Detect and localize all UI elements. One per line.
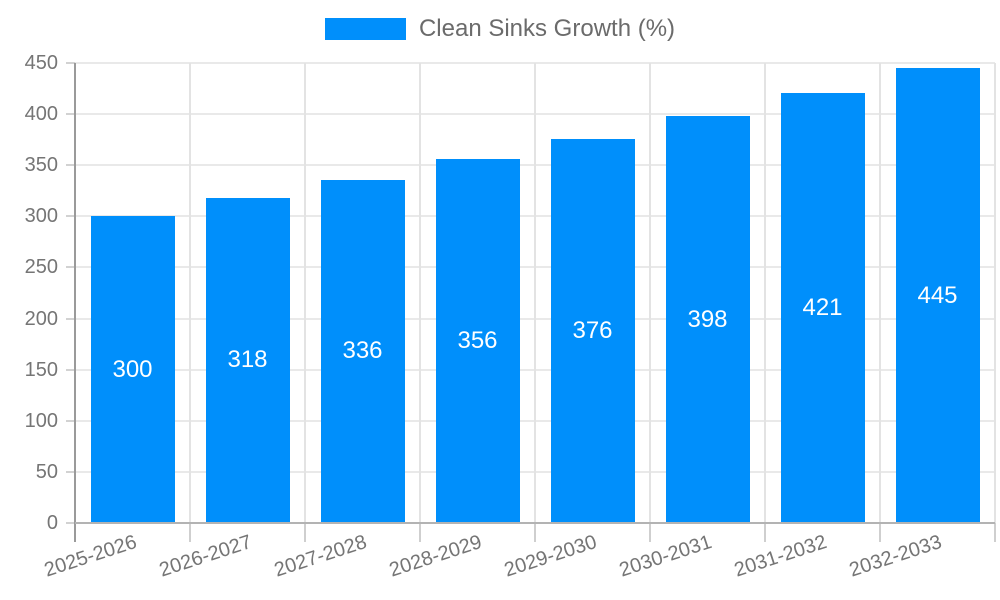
x-axis-tick: [649, 523, 651, 542]
v-gridline: [879, 63, 881, 523]
y-axis-tick: [66, 266, 75, 269]
y-axis-tick: [66, 317, 75, 320]
y-axis-label: 450: [24, 52, 58, 74]
bar[interactable]: 445: [895, 68, 980, 523]
v-gridline: [419, 63, 421, 523]
bar[interactable]: 398: [665, 116, 750, 523]
x-axis-tick: [304, 523, 306, 542]
v-gridline: [534, 63, 536, 523]
bar-value-label: 336: [342, 337, 383, 365]
bar-value-label: 376: [572, 316, 613, 344]
y-axis-tick: [66, 470, 75, 473]
y-axis-label: 150: [24, 358, 58, 381]
legend-label: Clean Sinks Growth (%): [418, 15, 676, 42]
bar-value-label: 445: [917, 281, 958, 309]
bar[interactable]: 318: [205, 197, 290, 523]
bar[interactable]: 421: [780, 92, 865, 523]
y-axis-tick: [66, 164, 75, 167]
bar-value-label: 421: [802, 293, 843, 321]
legend-swatch: [324, 18, 406, 40]
v-gridline: [764, 63, 766, 523]
y-axis-tick: [66, 419, 75, 422]
v-gridline: [304, 63, 306, 523]
y-axis-tick: [66, 368, 75, 371]
x-axis-tick: [534, 523, 536, 542]
bar-value-label: 318: [227, 346, 268, 374]
bar[interactable]: 336: [320, 179, 405, 523]
bar[interactable]: 300: [90, 216, 175, 523]
bar-value-label: 398: [687, 305, 728, 333]
x-axis-tick: [419, 523, 421, 542]
x-axis-label: 2032-2033: [846, 531, 945, 582]
x-axis-tick: [764, 523, 766, 542]
x-axis-label: 2026-2027: [156, 531, 255, 582]
y-axis-label: 50: [35, 460, 58, 483]
v-gridline: [994, 63, 996, 523]
x-axis-tick: [879, 523, 881, 542]
v-gridline: [189, 63, 191, 523]
x-axis-label: 2031-2032: [731, 531, 830, 582]
x-axis-tick: [994, 523, 996, 542]
y-axis-label: 200: [24, 307, 58, 330]
x-axis-tick: [189, 523, 191, 542]
y-axis-tick: [66, 215, 75, 218]
bar[interactable]: 356: [435, 159, 520, 523]
x-axis-label: 2029-2030: [501, 531, 600, 582]
y-axis-label: 300: [24, 205, 58, 228]
y-axis-label: 400: [24, 103, 58, 126]
y-axis-tick: [66, 113, 75, 116]
x-axis-tick: [74, 523, 76, 542]
plot-area: 300 318 336 356 376 398 421 445: [75, 63, 995, 523]
bar-value-label: 300: [112, 355, 153, 383]
y-axis-line: [74, 63, 76, 523]
x-axis-label: 2027-2028: [271, 531, 370, 582]
y-axis-label: 350: [24, 154, 58, 177]
x-axis-label: 2025-2026: [41, 531, 140, 582]
y-axis-label: 0: [46, 512, 58, 534]
bar[interactable]: 376: [550, 138, 635, 523]
y-axis-tick: [66, 522, 75, 524]
bar-value-label: 356: [457, 327, 498, 355]
x-axis-label: 2028-2029: [386, 531, 485, 582]
x-axis-label: 2030-2031: [616, 531, 715, 582]
legend-item[interactable]: Clean Sinks Growth (%): [0, 15, 1000, 43]
x-axis-line: [75, 522, 995, 524]
y-axis-tick: [66, 62, 75, 64]
y-axis-label: 100: [24, 409, 58, 432]
v-gridline: [649, 63, 651, 523]
y-axis-label: 250: [24, 256, 58, 279]
